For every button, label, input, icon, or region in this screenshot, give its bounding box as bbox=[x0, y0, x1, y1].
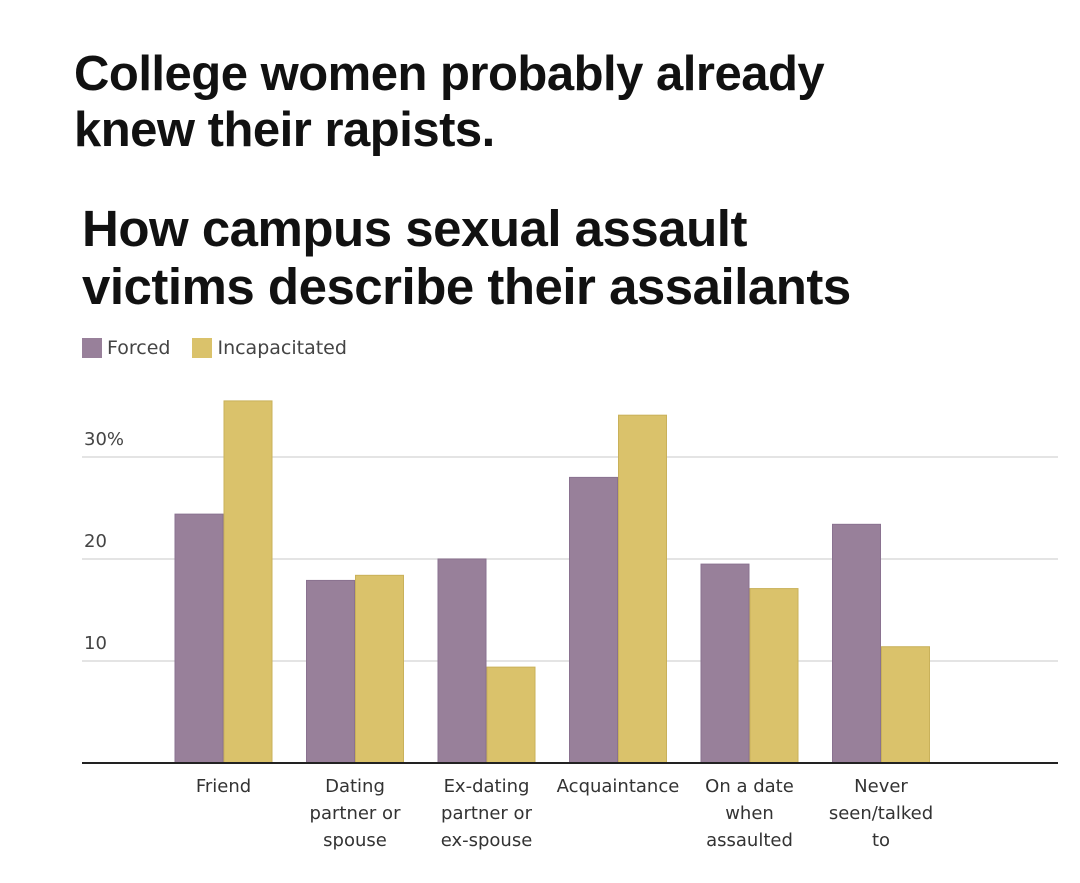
x-category-label-2-line-0: Ex-dating bbox=[444, 776, 530, 797]
legend-item-incapacitated: Incapacitated bbox=[192, 337, 347, 359]
bar-forced-3 bbox=[569, 476, 618, 764]
y-tick-label-10: 10 bbox=[84, 633, 107, 654]
x-category-label-1-line-2: spouse bbox=[323, 830, 387, 851]
bar-incapacitated-3 bbox=[618, 414, 667, 764]
bar-forced-0 bbox=[174, 513, 224, 764]
chart-title-line-2: victims describe their assailants bbox=[82, 258, 851, 315]
bar-incapacitated-4 bbox=[749, 588, 799, 764]
x-category-label-1-line-1: partner or bbox=[310, 803, 402, 824]
x-category-label-4-line-1: when bbox=[725, 803, 774, 824]
y-tick-label-30: 30% bbox=[84, 429, 124, 450]
x-category-label-5-line-0: Never bbox=[854, 776, 908, 797]
headline-line-1: College women probably already bbox=[74, 47, 825, 101]
x-category-label-2: Ex-dating partner or ex-spouse bbox=[441, 776, 533, 851]
x-category-label-4: On a date when assaulted bbox=[705, 776, 794, 851]
bar-forced-2 bbox=[437, 558, 487, 764]
legend-label-forced: Forced bbox=[107, 337, 171, 359]
bar-incapacitated-5 bbox=[881, 646, 930, 764]
legend-swatch-forced bbox=[82, 338, 102, 358]
x-category-label-0: Friend bbox=[196, 776, 251, 797]
x-category-label-5: Never seen/talked to bbox=[829, 776, 933, 851]
chart-title: How campus sexual assault victims descri… bbox=[82, 200, 1062, 316]
x-category-label-5-line-1: seen/talked bbox=[829, 803, 933, 824]
x-category-label-5-line-2: to bbox=[872, 830, 890, 851]
x-category-label-4-line-0: On a date bbox=[705, 776, 794, 797]
bar-forced-4 bbox=[700, 563, 750, 764]
headline: College women probably already knew thei… bbox=[74, 46, 1034, 158]
x-category-label-1: Dating partner or spouse bbox=[310, 776, 402, 851]
x-category-label-2-line-1: partner or bbox=[441, 803, 533, 824]
legend: Forced Incapacitated bbox=[82, 336, 369, 360]
x-category-label-3-line-0: Acquaintance bbox=[557, 776, 680, 797]
legend-label-incapacitated: Incapacitated bbox=[217, 337, 347, 359]
headline-line-2: knew their rapists. bbox=[74, 103, 495, 157]
bar-incapacitated-2 bbox=[486, 666, 536, 764]
legend-item-forced: Forced bbox=[82, 337, 170, 359]
bar-incapacitated-0 bbox=[223, 400, 273, 764]
bar-incapacitated-1 bbox=[355, 574, 404, 764]
bar-forced-5 bbox=[832, 523, 881, 764]
x-category-label-2-line-2: ex-spouse bbox=[441, 830, 533, 851]
x-category-label-0-line-0: Friend bbox=[196, 776, 251, 797]
x-category-label-1-line-0: Dating bbox=[325, 776, 385, 797]
chart-title-line-1: How campus sexual assault bbox=[82, 200, 747, 257]
legend-swatch-incapacitated bbox=[192, 338, 213, 358]
x-category-label-4-line-2: assaulted bbox=[706, 830, 793, 851]
y-tick-label-20: 20 bbox=[84, 531, 107, 552]
bar-forced-1 bbox=[306, 579, 355, 764]
x-category-label-3: Acquaintance bbox=[557, 776, 680, 797]
